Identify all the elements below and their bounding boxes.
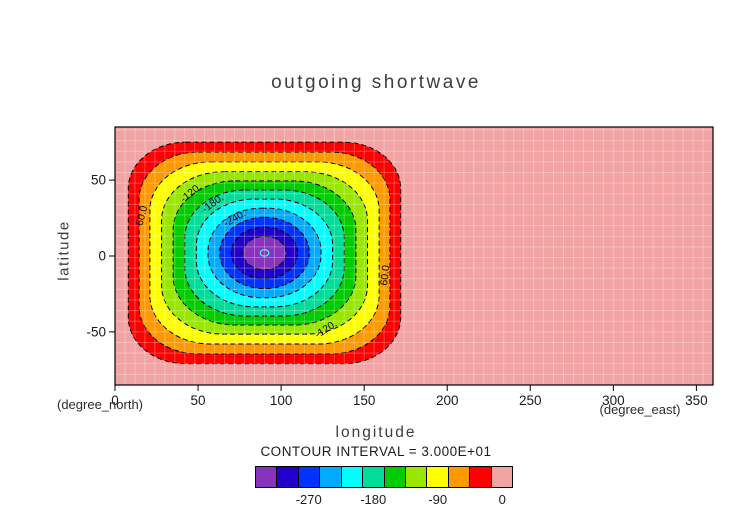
colorbar [255,466,514,488]
x-axis-label: longitude [335,424,417,441]
contour-interval-caption: CONTOUR INTERVAL = 3.000E+01 [260,444,492,459]
colorbar-segment-10 [469,466,492,488]
x-axis-unit: (degree_east) [599,402,681,417]
x-tick-label: 50 [191,393,206,408]
y-tick-label: -50 [86,324,106,339]
y-tick-label: 50 [91,173,106,188]
x-tick-label: 250 [519,393,542,408]
x-tick-label: 100 [270,393,293,408]
colorbar-tick-label: -270 [295,492,322,507]
x-tick-label: 200 [436,393,459,408]
y-axis-label: latitude [55,220,73,281]
colorbar-tick-label: -180 [360,492,387,507]
contour-value-label: 60.0 [134,204,151,227]
contour-band--330 [242,235,287,271]
y-tick-label: 0 [98,249,106,264]
colorbar-tick-label: 0 [498,492,506,507]
colorbar-segment-4 [340,466,364,488]
x-tick-label: 150 [353,393,376,408]
colorbar-segment-3 [319,466,342,488]
colorbar-segment-8 [426,466,449,488]
colorbar-segment-2 [297,466,321,488]
x-tick-label: 300 [602,393,625,408]
colorbar-segment-11 [490,466,514,488]
x-tick-label: 350 [685,393,708,408]
x-tick-label: 0 [111,393,119,408]
contour-value-label: 60.0 [378,264,392,286]
colorbar-segment-9 [447,466,471,488]
colorbar-segment-6 [383,466,406,488]
colorbar-segment-0 [255,466,278,488]
colorbar-segment-5 [362,466,385,488]
colorbar-segment-7 [404,466,428,488]
colorbar-segment-1 [276,466,299,488]
y-axis-unit: (degree_north) [57,397,143,412]
contour-center-mark [259,249,270,257]
colorbar-tick-labels: -270 -180 -90 0 [255,492,513,508]
colorbar-tick-label: -90 [428,492,448,507]
chart-title: outgoing shortwave [271,72,481,93]
